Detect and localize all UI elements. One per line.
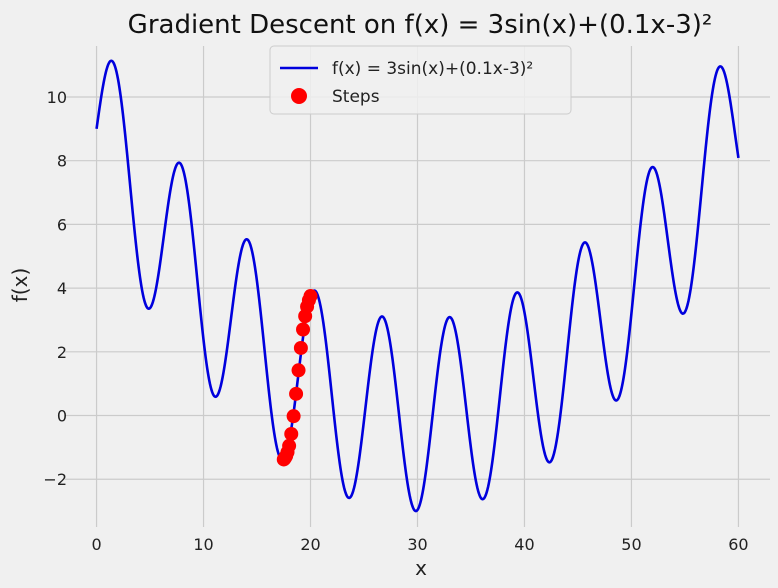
- step-point: [289, 386, 304, 401]
- y-axis-ticks: −2 0 2 4 6 8 10: [43, 88, 67, 489]
- y-tick-label: 10: [47, 88, 67, 107]
- x-tick-label: 40: [514, 535, 534, 554]
- legend-label-line: f(x) = 3sin(x)+(0.1x-3)²: [332, 59, 533, 79]
- x-axis-label: x: [415, 556, 427, 580]
- y-tick-label: −2: [43, 470, 67, 489]
- x-tick-label: 60: [728, 535, 748, 554]
- function-curve: [95, 59, 740, 513]
- y-tick-label: 2: [57, 343, 67, 362]
- step-point: [286, 409, 301, 424]
- y-axis-label: f(x): [8, 268, 32, 302]
- x-tick-label: 50: [621, 535, 641, 554]
- y-tick-label: 6: [57, 215, 67, 234]
- step-point: [298, 309, 313, 324]
- x-tick-label: 30: [407, 535, 427, 554]
- step-point: [276, 452, 291, 467]
- legend-label-steps: Steps: [332, 87, 380, 107]
- step-point: [296, 322, 311, 337]
- legend-marker-swatch: [291, 88, 307, 104]
- y-tick-label: 0: [57, 407, 67, 426]
- y-tick-label: 4: [57, 279, 67, 298]
- x-tick-label: 10: [193, 535, 213, 554]
- chart-title: Gradient Descent on f(x) = 3sin(x)+(0.1x…: [128, 10, 713, 40]
- step-point: [293, 340, 308, 355]
- y-tick-label: 8: [57, 152, 67, 171]
- x-tick-label: 0: [91, 535, 101, 554]
- legend: f(x) = 3sin(x)+(0.1x-3)² Steps: [269, 45, 572, 115]
- step-point: [291, 363, 306, 378]
- legend-box: [269, 45, 572, 115]
- x-axis-ticks: 0 10 20 30 40 50 60: [91, 535, 748, 554]
- series-line-layer: [95, 59, 740, 513]
- step-point: [284, 426, 299, 441]
- x-tick-label: 20: [300, 535, 320, 554]
- series-points-layer: [276, 289, 318, 467]
